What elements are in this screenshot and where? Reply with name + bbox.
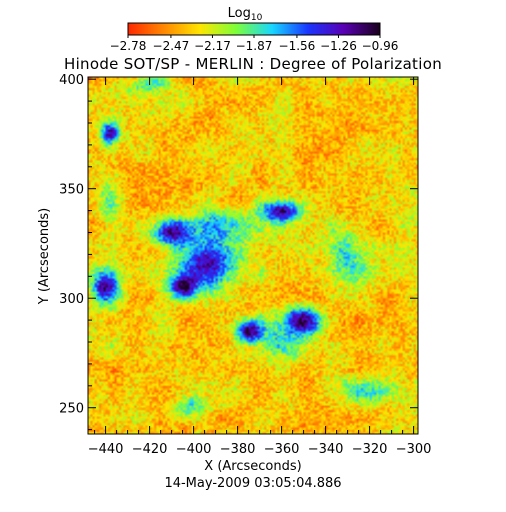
colorbar-tick-label: −1.56 — [279, 39, 316, 53]
y-tick-label: 300 — [59, 292, 84, 307]
colorbar: Log10 −2.78 −2.47 −2.17 −1.87 −1.56 −1.26 −0.9… — [110, 6, 399, 53]
colorbar-ticks: −2.78 −2.47 −2.17 −1.87 −1.56 −1.26 −0.96 — [110, 35, 399, 53]
x-tick-label: −400 — [176, 442, 212, 457]
colorbar-tick-label: −1.87 — [236, 39, 273, 53]
colorbar-tick-label: −1.26 — [320, 39, 357, 53]
x-tick-label: −300 — [396, 442, 432, 457]
y-axis-label: Y (Arcseconds) — [37, 208, 52, 305]
polarization-heatmap — [88, 77, 418, 434]
colorbar-gradient — [128, 23, 380, 35]
y-axis: 250 300 350 400 — [59, 73, 418, 431]
colorbar-tick-label: −2.17 — [194, 39, 231, 53]
x-tick-label: −380 — [220, 442, 256, 457]
x-tick-label: −440 — [88, 442, 124, 457]
y-tick-label: 400 — [59, 73, 84, 88]
colorbar-tick-label: −0.96 — [362, 39, 399, 53]
y-tick-label: 250 — [59, 402, 84, 417]
plot-title: Hinode SOT/SP - MERLIN : Degree of Polar… — [64, 55, 442, 73]
x-tick-label: −360 — [264, 442, 300, 457]
colorbar-tick-label: −2.78 — [110, 39, 147, 53]
x-axis-label: X (Arcseconds) — [204, 459, 301, 474]
x-axis: −440 −420 −400 −380 −360 −340 −320 −300 — [88, 77, 432, 457]
plot-frame — [87, 76, 419, 435]
x-tick-label: −340 — [308, 442, 344, 457]
x-tick-label: −420 — [132, 442, 168, 457]
colorbar-tick-label: −2.47 — [153, 39, 190, 53]
y-tick-label: 350 — [59, 183, 84, 198]
x-tick-label: −320 — [352, 442, 388, 457]
observation-timestamp: 14-May-2009 03:05:04.886 — [164, 476, 341, 491]
colorbar-title: Log10 — [228, 6, 263, 23]
